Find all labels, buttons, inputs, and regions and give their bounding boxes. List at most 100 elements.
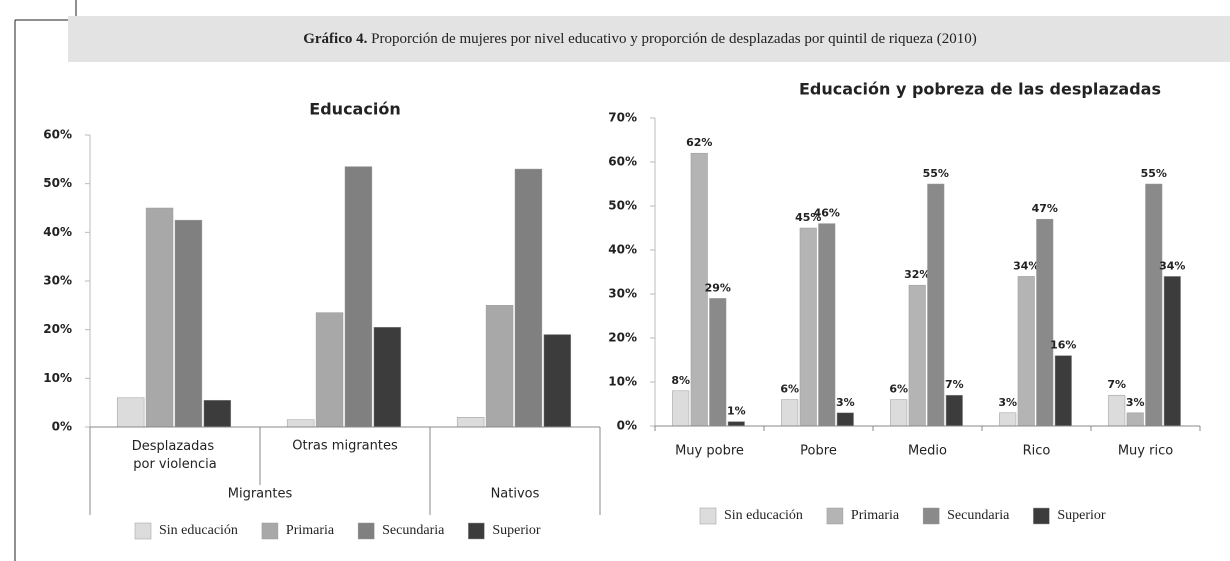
figure-label: Gráfico 4. [303, 31, 367, 47]
y-tick-label: 20% [43, 322, 72, 336]
figure-title: Gráfico 4. Proporción de mujeres por niv… [303, 31, 977, 47]
bar [890, 399, 908, 427]
legend-label: Superior [1057, 508, 1106, 523]
bar [836, 412, 854, 427]
bar [927, 183, 945, 427]
y-tick-label: 30% [608, 287, 637, 301]
x-tick-label: Pobre [800, 444, 837, 459]
value-label: 7% [1107, 378, 1126, 391]
bar [799, 227, 817, 427]
x-tick-label: Muy pobre [675, 444, 744, 459]
value-label: 3% [998, 396, 1017, 409]
legend-swatch [922, 507, 940, 525]
figure-text: Proporción de mujeres por nivel educativ… [371, 31, 977, 47]
group-label: Nativos [491, 487, 540, 502]
bar [709, 298, 727, 427]
value-label: 32% [904, 268, 930, 281]
legend-swatch [357, 522, 375, 540]
bar [456, 417, 485, 428]
chart-title: Educación y pobreza de las desplazadas [799, 80, 1161, 99]
bar [1036, 218, 1054, 427]
bar [1054, 355, 1072, 427]
y-tick-label: 50% [43, 176, 72, 190]
y-tick-label: 50% [608, 199, 637, 213]
bar [373, 326, 402, 428]
bar [1145, 183, 1163, 427]
legend-label: Sin educación [159, 523, 238, 538]
value-label: 6% [780, 383, 799, 396]
legend-label: Secundaria [947, 508, 1010, 523]
y-tick-label: 40% [43, 225, 72, 239]
value-label: 3% [1126, 396, 1145, 409]
legend-swatch [699, 507, 717, 525]
value-label: 55% [923, 167, 949, 180]
chart-title: Educación [309, 100, 400, 119]
value-label: 16% [1050, 339, 1076, 352]
value-label: 8% [671, 374, 690, 387]
x-tick-line: Desplazadas [132, 439, 219, 454]
legend-swatch [261, 522, 279, 540]
value-label: 34% [1159, 259, 1185, 272]
value-label: 45% [795, 211, 821, 224]
y-tick-label: 40% [608, 243, 637, 257]
value-label: 3% [836, 396, 855, 409]
bar [485, 305, 514, 428]
y-tick-label: 20% [608, 331, 637, 345]
bar [727, 421, 745, 427]
x-tick-line: por violencia [133, 457, 217, 472]
value-label: 1% [727, 405, 746, 418]
x-tick-label: Rico [1023, 444, 1051, 459]
y-tick-label: 60% [43, 128, 72, 142]
y-tick-label: 10% [608, 375, 637, 389]
value-label: 47% [1032, 202, 1058, 215]
bar [781, 399, 799, 427]
value-label: 34% [1013, 259, 1039, 272]
value-label: 62% [686, 136, 712, 149]
bar [203, 399, 232, 428]
legend-label: Primaria [851, 508, 900, 523]
bar [174, 219, 203, 428]
y-tick-label: 10% [43, 371, 72, 385]
bar [286, 419, 315, 428]
bar [1108, 394, 1126, 427]
bar [1017, 276, 1035, 427]
bar [1163, 276, 1181, 427]
bar [672, 390, 690, 427]
group-label: Migrantes [228, 487, 293, 502]
x-tick-label: Otras migrantes [292, 439, 398, 454]
bar [945, 394, 963, 427]
x-tick-label: Muy rico [1118, 444, 1173, 459]
y-tick-label: 0% [617, 419, 637, 433]
y-tick-label: 70% [608, 111, 637, 125]
legend-swatch [134, 522, 152, 540]
y-tick-label: 0% [52, 420, 72, 434]
bar [514, 168, 543, 428]
header-band [68, 16, 1230, 62]
legend-label: Superior [492, 523, 541, 538]
bar [999, 412, 1017, 427]
legend-label: Secundaria [382, 523, 445, 538]
value-label: 6% [889, 383, 908, 396]
legend-label: Primaria [286, 523, 335, 538]
bar [818, 223, 836, 427]
legend-swatch [468, 522, 485, 540]
y-tick-label: 30% [43, 274, 72, 288]
value-label: 7% [945, 378, 964, 391]
bar [116, 397, 145, 428]
bar [908, 284, 926, 427]
bar [1126, 412, 1144, 427]
y-tick-label: 60% [608, 155, 637, 169]
bar [315, 312, 344, 428]
x-tick-label: Desplazadas por violencia [132, 439, 219, 472]
bar [543, 334, 572, 428]
legend-swatch [826, 507, 844, 525]
bar [344, 166, 373, 428]
value-label: 29% [705, 281, 731, 294]
legend-swatch [1033, 507, 1050, 525]
bar [145, 207, 174, 428]
legend-label: Sin educación [724, 508, 803, 523]
value-label: 55% [1141, 167, 1167, 180]
x-tick-label: Medio [908, 444, 947, 459]
value-label: 46% [814, 207, 840, 220]
